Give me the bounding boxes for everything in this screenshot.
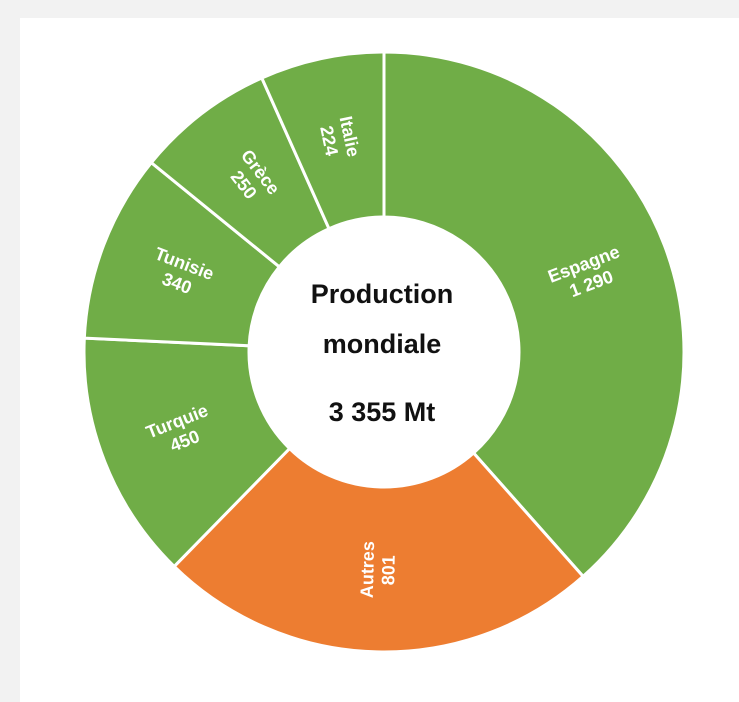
donut-segment	[172, 446, 586, 654]
center-text: Production	[311, 279, 454, 309]
category-label: Autres	[357, 541, 378, 598]
donut-segment	[82, 160, 282, 348]
center-text: mondiale	[323, 329, 442, 359]
donut-hole	[250, 218, 518, 486]
donut-segment	[82, 336, 292, 569]
segment-label: Autres 801	[357, 541, 399, 598]
center-text: 3 355 Mt	[329, 397, 436, 427]
donut-segment	[259, 50, 386, 231]
donut-segment	[382, 50, 686, 579]
value-label: 801	[378, 555, 399, 586]
